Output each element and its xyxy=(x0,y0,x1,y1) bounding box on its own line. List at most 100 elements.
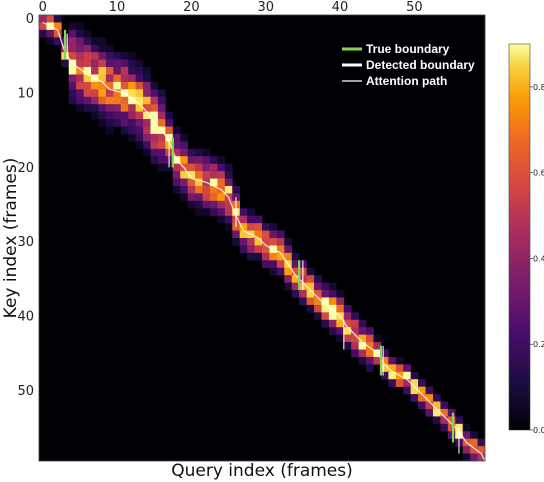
heatmap-cell xyxy=(98,52,107,60)
heatmap-cell xyxy=(105,67,114,75)
heatmap-cell xyxy=(172,185,181,194)
heatmap-cell xyxy=(76,96,84,105)
heatmap-cell xyxy=(98,81,107,90)
heatmap-cell xyxy=(68,81,77,90)
heatmap-cell xyxy=(447,416,456,425)
heatmap-cell xyxy=(150,156,159,164)
heatmap-cell xyxy=(91,104,99,112)
heatmap-cell xyxy=(358,327,367,335)
heatmap-cell xyxy=(68,96,77,105)
heatmap-cell xyxy=(83,37,92,46)
heatmap-cell xyxy=(165,111,174,120)
heatmap-cell xyxy=(150,104,159,112)
heatmap-cell xyxy=(113,52,122,60)
heatmap-cell xyxy=(291,290,300,298)
heatmap-cell xyxy=(209,163,218,172)
heatmap-cell xyxy=(120,52,129,60)
heatmap-cell xyxy=(351,334,359,343)
heatmap-cell xyxy=(232,230,240,239)
colorbar-tick-labels: 0.0 0.2 0.4 0.6 0.8 xyxy=(530,83,544,435)
heatmap-cell xyxy=(68,67,77,75)
heatmap-cell xyxy=(321,290,330,298)
heatmap-cell xyxy=(306,282,315,291)
heatmap-cell xyxy=(53,37,62,46)
y-tick-labels: 0 10 20 30 40 50 xyxy=(17,12,34,399)
attention-path-line xyxy=(42,21,485,461)
heatmap-cell xyxy=(150,81,159,90)
heatmap-cell xyxy=(202,148,211,157)
y-tick-label: 40 xyxy=(17,310,34,325)
heatmap-cell xyxy=(217,193,226,202)
heatmap-cell xyxy=(291,260,300,269)
heatmap-cell xyxy=(366,364,374,373)
heatmap-cell xyxy=(328,327,337,335)
heatmap-cell xyxy=(209,200,218,209)
colorbar-tick-label: 0.2 xyxy=(533,340,544,349)
heatmap-cell xyxy=(39,15,47,23)
heatmap-cell xyxy=(128,74,136,83)
heatmap-cell xyxy=(269,267,278,276)
heatmap-cell xyxy=(440,408,449,417)
heatmap-cells xyxy=(39,15,485,461)
heatmap-cell xyxy=(105,74,114,83)
heatmap-cell xyxy=(343,304,352,313)
heatmap-cell xyxy=(76,67,84,75)
heatmap-cell xyxy=(91,59,99,68)
heatmap-cell xyxy=(113,67,122,75)
heatmap-cell xyxy=(180,133,188,142)
heatmap-cell xyxy=(284,267,293,276)
heatmap-cell xyxy=(83,81,92,90)
heatmap-cell xyxy=(105,81,114,90)
heatmap-cell xyxy=(343,312,352,321)
heatmap-cell xyxy=(195,208,203,216)
x-tick-label: 20 xyxy=(183,0,200,15)
heatmap-cell xyxy=(306,297,315,306)
heatmap-cell xyxy=(187,193,196,202)
heatmap-cell xyxy=(470,446,478,454)
heatmap-cell xyxy=(105,111,114,120)
heatmap-cell xyxy=(247,223,255,231)
heatmap-cell xyxy=(105,59,114,68)
heatmap-cell xyxy=(388,364,397,373)
heatmap-cell xyxy=(217,171,226,179)
heatmap-cell xyxy=(143,104,151,112)
heatmap-cell xyxy=(150,111,159,120)
heatmap-cell xyxy=(314,290,322,298)
heatmap-cell xyxy=(68,22,77,31)
heatmap-cell xyxy=(195,193,203,202)
heatmap-cell xyxy=(314,304,322,313)
heatmap-cell xyxy=(358,356,367,365)
heatmap-cell xyxy=(202,171,211,179)
y-tick-label: 0 xyxy=(26,12,34,27)
heatmap-cell xyxy=(232,223,240,231)
colorbar-tick-label: 0.6 xyxy=(533,169,544,178)
heatmap-cell xyxy=(195,200,203,209)
heatmap-cell xyxy=(143,74,151,83)
heatmap-cell xyxy=(157,104,166,112)
heatmap-cell xyxy=(314,282,322,291)
heatmap-cell xyxy=(180,171,188,179)
heatmap-cell xyxy=(68,37,77,46)
heatmap-cell xyxy=(187,185,196,194)
legend: True boundary Detected boundary Attention … xyxy=(342,42,475,88)
heatmap-cell xyxy=(165,119,174,127)
boundary-markers-layer xyxy=(63,29,460,454)
heatmap-cell xyxy=(143,81,151,90)
heatmap-cell xyxy=(157,133,166,142)
heatmap-cell xyxy=(68,44,77,53)
heatmap-cell xyxy=(135,141,144,150)
heatmap-cell xyxy=(380,371,389,380)
heatmap-cell xyxy=(328,304,337,313)
heatmap-cell xyxy=(247,215,255,224)
heatmap-cell xyxy=(76,89,84,98)
heatmap-cell xyxy=(180,141,188,150)
heatmap-cell xyxy=(425,401,434,410)
y-tick-label: 50 xyxy=(17,384,34,399)
heatmap-cell xyxy=(128,59,136,68)
heatmap-cell xyxy=(336,297,345,306)
legend-label: Attention path xyxy=(366,74,447,88)
heatmap-cell xyxy=(366,356,374,365)
heatmap-cell xyxy=(232,238,240,246)
heatmap-cell xyxy=(470,438,478,447)
heatmap-cell xyxy=(418,401,426,410)
